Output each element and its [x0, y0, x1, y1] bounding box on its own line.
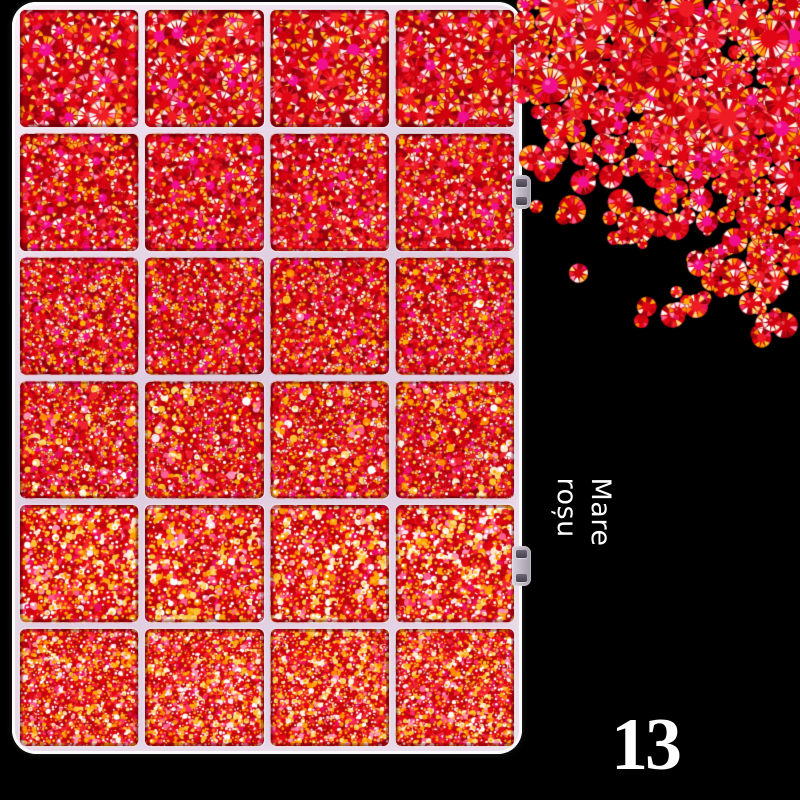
box-latch-bottom — [512, 546, 531, 586]
side-label: Mare roșu — [549, 478, 617, 547]
side-label-line2: roșu — [551, 477, 582, 538]
corner-number: 13 — [611, 704, 682, 786]
latch-slot-icon — [516, 179, 527, 187]
latch-slot-icon — [516, 550, 527, 558]
latch-slot-icon — [516, 197, 527, 205]
latch-slot-icon — [516, 574, 527, 582]
side-label-line1: Mare — [585, 477, 616, 547]
box-latch-top — [512, 175, 531, 209]
